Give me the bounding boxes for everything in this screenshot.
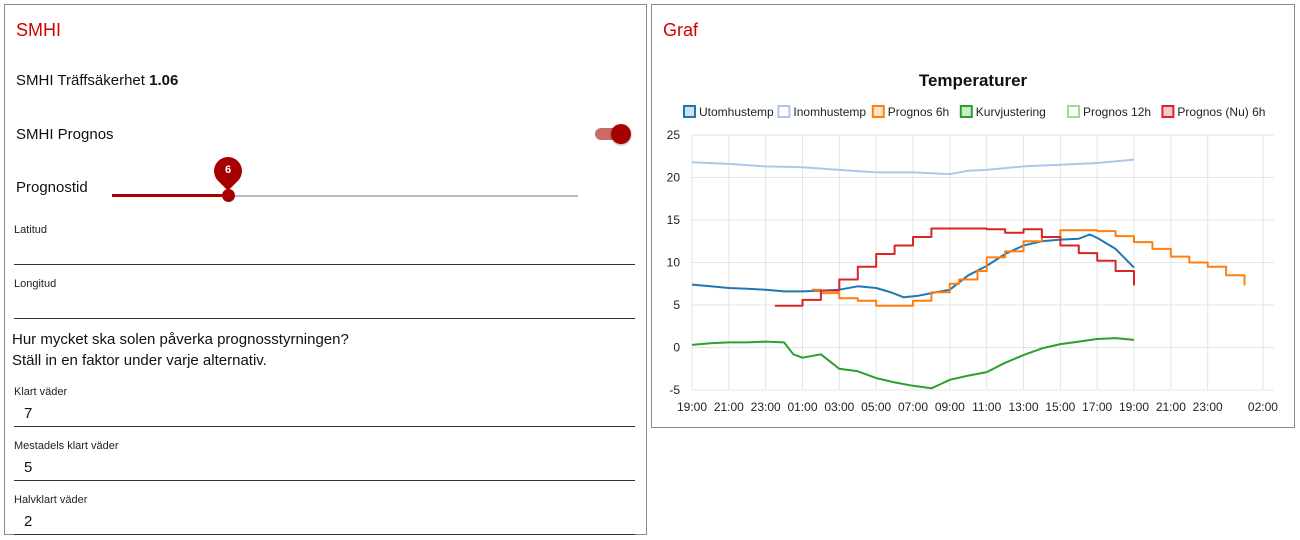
factor-field-halvklart: Halvklart väder bbox=[14, 494, 635, 540]
prognostid-slider[interactable]: 6 bbox=[112, 151, 578, 215]
latitud-label: Latitud bbox=[14, 224, 48, 236]
y-tick-label: 0 bbox=[673, 341, 680, 355]
graf-card-title: Graf bbox=[663, 20, 699, 40]
series-line-utomhustemp bbox=[691, 233, 1135, 299]
x-tick-label: 15:00 bbox=[1045, 400, 1075, 414]
factor-label: Klart väder bbox=[14, 386, 68, 398]
longitud-field: Longitud bbox=[14, 278, 635, 324]
factor-label: Mestadels klart väder bbox=[14, 440, 119, 452]
latitud-input[interactable] bbox=[24, 240, 614, 262]
slider-fill bbox=[112, 194, 228, 197]
legend-swatch bbox=[777, 105, 791, 118]
legend-swatch bbox=[871, 105, 885, 118]
y-tick-label: -5 bbox=[669, 383, 680, 397]
x-tick-label: 17:00 bbox=[1082, 400, 1112, 414]
factor-field-klart: Klart väder bbox=[14, 386, 635, 432]
legend-item-4: Prognos 12h bbox=[1067, 105, 1151, 119]
x-tick-label: 09:00 bbox=[935, 400, 965, 414]
x-tick-label: 21:00 bbox=[714, 400, 744, 414]
legend-item-1: Inomhustemp bbox=[777, 105, 866, 119]
legend-label: Kurvjustering bbox=[976, 105, 1046, 119]
longitud-label: Longitud bbox=[14, 278, 57, 290]
slider-value-label: 6 bbox=[224, 164, 232, 176]
y-tick-label: 25 bbox=[667, 128, 681, 142]
y-tick-label: 10 bbox=[667, 256, 681, 270]
series-line-prognos-6h bbox=[811, 229, 1246, 307]
x-tick-label: 23:00 bbox=[751, 400, 781, 414]
y-tick-label: 15 bbox=[667, 213, 681, 227]
toggle-thumb[interactable] bbox=[611, 124, 631, 144]
legend-swatch bbox=[1161, 105, 1175, 118]
temperature-chart: Temperaturer Utomhustemp Inomhustemp Progno… bbox=[667, 71, 1279, 414]
x-tick-label: 03:00 bbox=[824, 400, 854, 414]
smhi-card-title: SMHI bbox=[16, 20, 61, 40]
slider-thumb[interactable] bbox=[222, 189, 235, 202]
legend-label: Prognos 6h bbox=[888, 105, 949, 119]
x-tick-label: 02:00 bbox=[1248, 400, 1278, 414]
longitud-underline bbox=[14, 318, 635, 319]
factor-field-mestadels: Mestadels klart väder bbox=[14, 440, 635, 486]
prognos-label: SMHI Prognos bbox=[16, 126, 114, 143]
accuracy-row: SMHI Träffsäkerhet 1.06 bbox=[16, 72, 178, 89]
y-tick-label: 20 bbox=[667, 171, 681, 185]
legend-swatch bbox=[1067, 105, 1080, 118]
legend-item-3: Kurvjustering bbox=[959, 105, 1046, 119]
series-line-prognos-nu-6h bbox=[774, 227, 1135, 307]
series-line-kurvjustering bbox=[691, 337, 1135, 390]
legend-label: Inomhustemp bbox=[793, 105, 866, 119]
longitud-input[interactable] bbox=[24, 294, 614, 316]
series-line-inomhustemp bbox=[691, 158, 1135, 176]
x-tick-label: 11:00 bbox=[972, 400, 1001, 414]
prognos-toggle[interactable] bbox=[595, 123, 631, 145]
legend-swatch bbox=[959, 105, 973, 118]
chart-title: Temperaturer bbox=[919, 71, 1028, 90]
accuracy-label: SMHI Träffsäkerhet bbox=[16, 72, 145, 89]
factor-underline bbox=[14, 480, 635, 481]
x-tick-label: 23:00 bbox=[1193, 400, 1223, 414]
legend-item-0: Utomhustemp bbox=[683, 105, 774, 119]
legend-swatch bbox=[683, 105, 696, 118]
x-tick-label: 05:00 bbox=[861, 400, 891, 414]
legend-label: Prognos (Nu) 6h bbox=[1177, 105, 1265, 119]
accuracy-value: 1.06 bbox=[149, 72, 179, 89]
smhi-card: SMHI SMHI Träffsäkerhet 1.06 SMHI Progno… bbox=[4, 4, 647, 535]
legend-item-2: Prognos 6h bbox=[871, 105, 949, 119]
legend-label: Utomhustemp bbox=[699, 105, 774, 119]
factor-underline bbox=[14, 534, 635, 535]
x-tick-label: 19:00 bbox=[677, 400, 707, 414]
x-tick-label: 21:00 bbox=[1156, 400, 1186, 414]
sun-instruction-text: Ställ in en faktor under varje alternati… bbox=[12, 352, 267, 369]
slider-rail[interactable] bbox=[112, 195, 578, 197]
factor-input[interactable] bbox=[24, 510, 614, 532]
legend-item-5: Prognos (Nu) 6h bbox=[1161, 105, 1265, 119]
prognostid-label: Prognostid bbox=[16, 179, 88, 196]
sun-question-text: Hur mycket ska solen påverka prognosstyr… bbox=[12, 331, 349, 348]
x-tick-label: 13:00 bbox=[1009, 400, 1039, 414]
latitud-field: Latitud bbox=[14, 224, 635, 270]
x-tick-label: 07:00 bbox=[898, 400, 928, 414]
latitud-underline bbox=[14, 264, 635, 265]
x-tick-label: 01:00 bbox=[787, 400, 817, 414]
y-tick-label: 5 bbox=[673, 298, 680, 312]
factor-input[interactable] bbox=[24, 456, 614, 478]
factor-input[interactable] bbox=[24, 402, 614, 424]
factor-underline bbox=[14, 426, 635, 427]
factor-label: Halvklart väder bbox=[14, 494, 88, 506]
x-tick-label: 19:00 bbox=[1119, 400, 1149, 414]
graf-card: Graf Temperaturer Utomhustemp Inomhustemp P… bbox=[651, 4, 1295, 428]
legend-label: Prognos 12h bbox=[1083, 105, 1151, 119]
